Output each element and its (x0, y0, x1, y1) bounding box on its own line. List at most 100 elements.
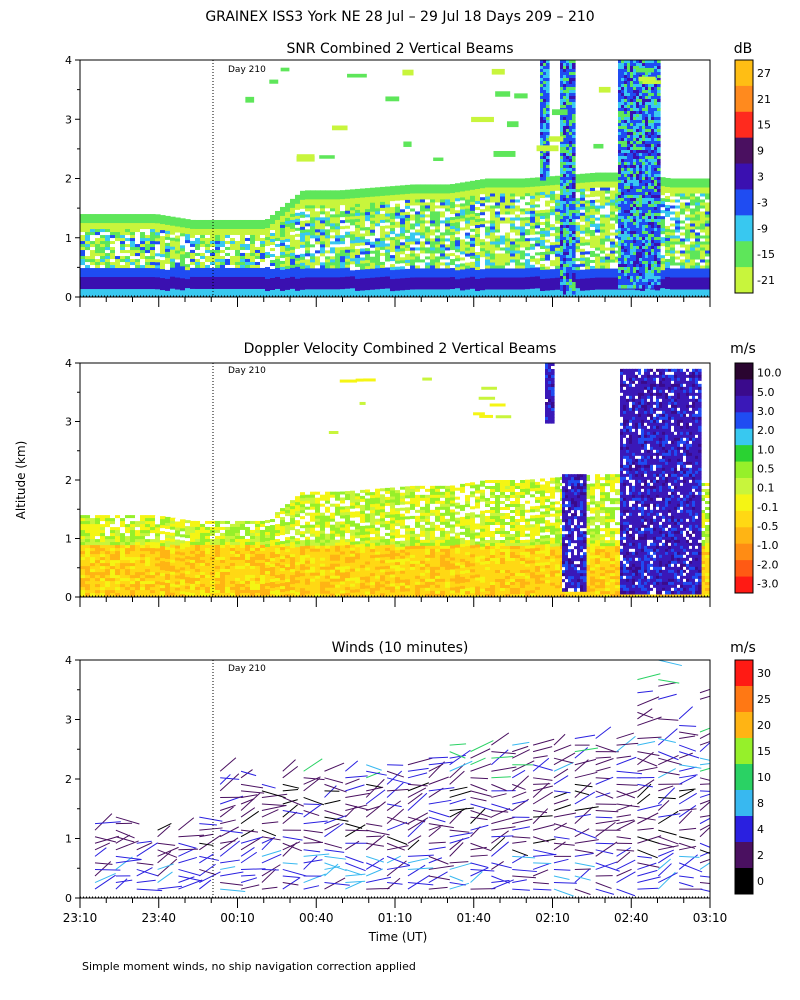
snr-cell (645, 288, 651, 293)
snr-convective-cell (624, 87, 628, 91)
snr-cell (495, 265, 501, 270)
snr-convective-cell (560, 216, 564, 220)
snr-cell (525, 265, 531, 269)
snr-cell (265, 282, 271, 286)
snr-cell (140, 277, 146, 281)
snr-cell (595, 271, 601, 276)
snr-cell (500, 283, 506, 288)
snr-cell (545, 224, 551, 229)
snr-cell (690, 241, 696, 246)
snr-convective-cell (566, 237, 570, 241)
snr-cell (145, 220, 151, 224)
snr-cell (500, 235, 506, 240)
snr-cell (400, 233, 406, 237)
snr-cell (555, 235, 561, 240)
snr-cell (615, 256, 621, 261)
snr-cell (220, 222, 226, 227)
snr-cell (155, 289, 161, 293)
snr-cell (350, 231, 356, 235)
snr-cell (380, 282, 386, 287)
snr-cell (410, 184, 416, 189)
snr-cell (555, 175, 561, 180)
snr-cell (425, 250, 431, 255)
snr-cell (495, 259, 501, 264)
snr-cell (410, 211, 416, 216)
snr-cell (530, 207, 536, 212)
snr-cell (115, 292, 121, 296)
snr-convective-cell (569, 177, 573, 181)
snr-cell (605, 178, 611, 183)
snr-convective-cell (563, 192, 567, 196)
snr-cell (305, 295, 311, 297)
snr-cell (310, 217, 316, 221)
snr-cell (140, 286, 146, 290)
snr-cell (405, 238, 411, 243)
snr-cell (90, 280, 96, 284)
snr-cell (280, 215, 286, 220)
snr-cell (435, 190, 441, 195)
snr-cell (435, 271, 441, 276)
snr-convective-cell (618, 171, 622, 175)
snr-cell (580, 176, 586, 181)
snr-cell (320, 259, 326, 263)
snr-cell (115, 214, 121, 218)
snr-cell (120, 265, 126, 269)
snr-cell (430, 232, 436, 237)
snr-cell (440, 271, 446, 276)
snr-cell (145, 292, 151, 296)
snr-cell (615, 211, 621, 216)
snr-cell (695, 253, 701, 258)
snr-cell (220, 240, 226, 245)
snr-cell (580, 251, 586, 256)
snr-convective-cell (618, 144, 622, 148)
snr-cell (480, 269, 486, 273)
snr-cell (605, 250, 611, 255)
snr-cell (405, 262, 411, 267)
snr-cell (390, 255, 396, 259)
snr-cell (280, 242, 286, 247)
snr-cell (355, 290, 361, 295)
snr-cell (190, 294, 196, 297)
snr-cell (695, 223, 701, 228)
snr-cell (500, 265, 506, 270)
snr-cell (490, 256, 496, 261)
snr-cell (665, 177, 671, 182)
snr-cell (705, 178, 710, 183)
snr-cell (590, 175, 596, 180)
snr-cell (80, 241, 86, 245)
snr-cell (170, 285, 176, 290)
snr-cell (595, 214, 601, 219)
snr-convective-cell (621, 207, 625, 211)
snr-cell (595, 208, 601, 213)
snr-cell (240, 228, 246, 233)
snr-cell (605, 184, 611, 189)
snr-cell (145, 268, 151, 272)
snr-cell (425, 289, 431, 294)
snr-cell (195, 237, 201, 242)
snr-convective-cell (618, 87, 622, 91)
snr-cell (135, 226, 141, 230)
snr-cell (425, 268, 431, 273)
snr-cell (695, 217, 701, 222)
snr-cell (475, 222, 481, 226)
snr-cell (440, 184, 446, 189)
snr-convective-cell (572, 246, 576, 250)
snr-cell (410, 280, 416, 285)
snr-cell (370, 205, 376, 210)
snr-cell (365, 248, 371, 252)
snr-cell (415, 244, 421, 249)
snr-cell (495, 268, 501, 273)
snr-cell (265, 255, 271, 259)
snr-cell (215, 252, 221, 257)
snr-cell (305, 253, 311, 257)
snr-cell (270, 229, 276, 234)
snr-cell (485, 178, 491, 183)
snr-cell (365, 209, 371, 213)
snr-cell (535, 270, 541, 274)
snr-cell (550, 251, 556, 255)
snr-cell (540, 179, 546, 184)
snr-cell (175, 280, 181, 285)
snr-cell (195, 222, 201, 227)
snr-cell (125, 247, 131, 251)
snr-cell (455, 279, 461, 283)
